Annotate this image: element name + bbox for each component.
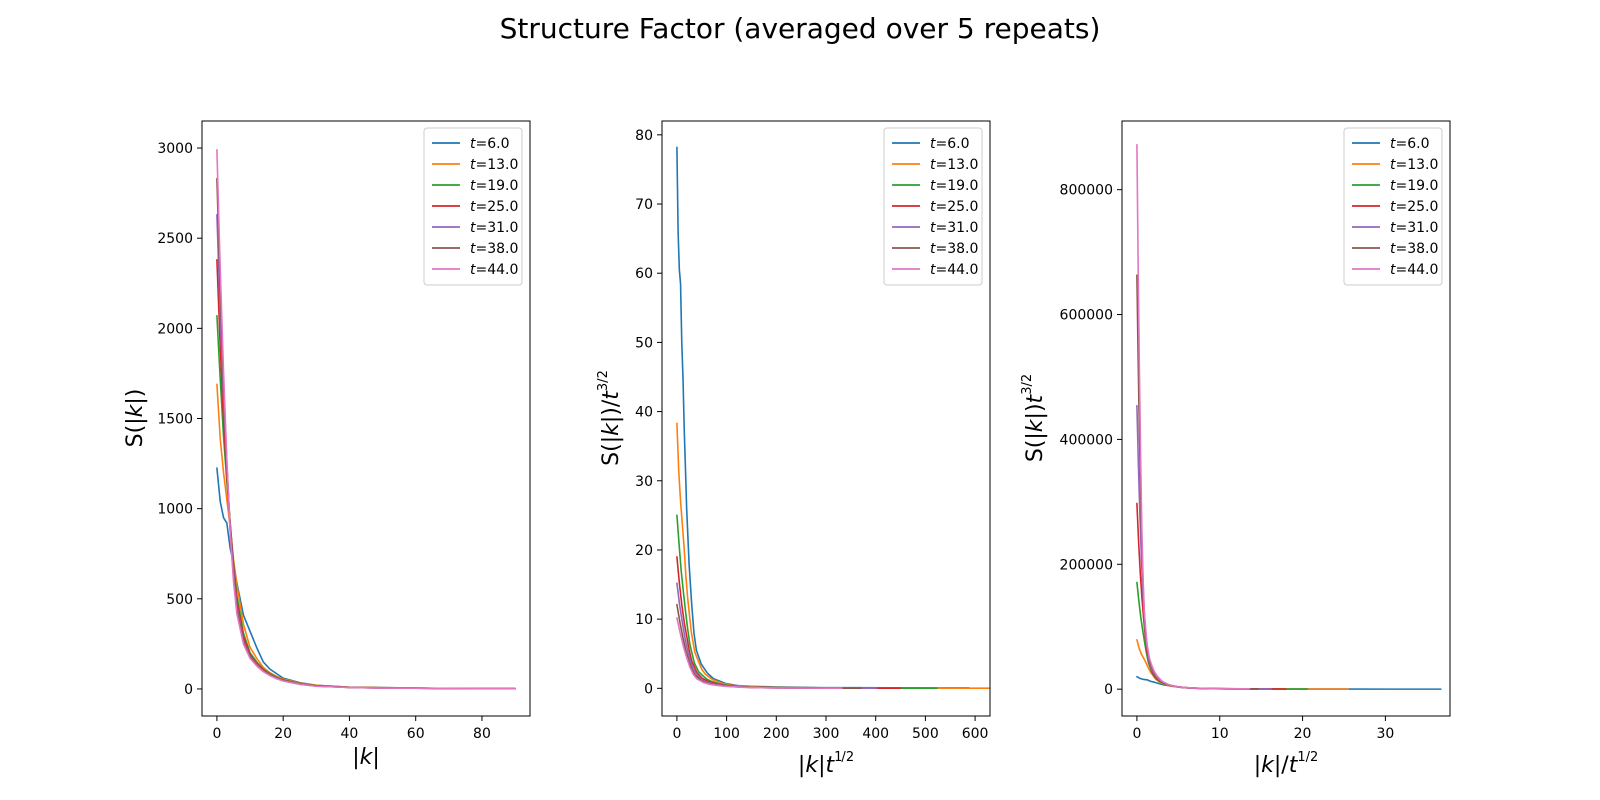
x-tick-label: 400: [862, 726, 889, 742]
subplot-2-legend: t=6.0 t=13.0 t=19.0 t=25.0 t=31.0 t=38.0 t=44.…: [883, 127, 983, 286]
y-tick-label: 2000: [157, 321, 193, 337]
legend-entry-label: t=13.0: [930, 157, 978, 173]
x-tick-label: 200: [763, 726, 790, 742]
y-tick-label: 80: [635, 128, 653, 144]
x-tick-label: 100: [713, 726, 740, 742]
figure-suptitle: Structure Factor (averaged over 5 repeat…: [500, 12, 1101, 45]
legend-entry-label: t=6.0: [930, 136, 970, 152]
legend-frame: [1343, 127, 1443, 286]
subplot-2-xlabel: |k|t1/2: [798, 750, 854, 778]
subplot-3-frame: [1121, 120, 1451, 717]
x-tick-label: 500: [912, 726, 939, 742]
x-tick-label: 0: [212, 726, 221, 742]
subplot-3-legend: t=6.0 t=13.0 t=19.0 t=25.0 t=31.0 t=38.0 t=44.…: [1343, 127, 1443, 286]
legend-entry-label: t=44.0: [930, 262, 978, 278]
subplot-1: 0 20 40 60 80 0 500 1000 1500 2000 2500 3000 |k| S(…: [123, 120, 531, 770]
legend-entry-label: t=6.0: [1390, 136, 1430, 152]
x-tick-label: 600: [962, 726, 989, 742]
x-tick-label: 40: [341, 726, 359, 742]
y-tick-label: 3000: [157, 141, 193, 157]
y-tick-label: 30: [635, 474, 653, 490]
legend-entry-label: t=6.0: [470, 136, 510, 152]
y-tick-label: 600000: [1060, 308, 1113, 324]
subplot-2-series: [676, 146, 990, 689]
y-tick-label: 40: [635, 405, 653, 421]
y-tick-label: 70: [635, 197, 653, 213]
x-tick-label: 0: [672, 726, 681, 742]
legend-entry-label: t=19.0: [1390, 178, 1438, 194]
x-tick-label: 10: [1211, 726, 1229, 742]
x-tick-label: 20: [1294, 726, 1312, 742]
legend-entry-label: t=38.0: [470, 241, 518, 257]
legend-entry-label: t=31.0: [470, 220, 518, 236]
series-line-t-44-0: [676, 616, 843, 689]
legend-entry-label: t=25.0: [930, 199, 978, 215]
x-tick-label: 60: [407, 726, 425, 742]
series-line-t-44-0: [1136, 143, 1251, 690]
legend-entry-label: t=38.0: [930, 241, 978, 257]
subplot-1-ylabel: S(|k|): [123, 389, 148, 448]
subplot-2-ylabel: S(|k|)/t3/2: [596, 370, 624, 466]
y-tick-label: 800000: [1060, 183, 1113, 199]
subplot-3-xlabel: |k|/t1/2: [1254, 750, 1319, 778]
subplot-3-ylabel: S(|k|)t3/2: [1020, 374, 1048, 462]
subplot-2: 0 100 200 300 400 500 600 0 10 20 30 40 50 60 70 80 |k|…: [596, 120, 991, 778]
y-tick-label: 2500: [157, 231, 193, 247]
y-tick-label: 400000: [1060, 432, 1113, 448]
legend-entry-label: t=44.0: [1390, 262, 1438, 278]
subplot-1-series: [216, 149, 516, 690]
subplot-1-xlabel: |k|: [352, 745, 380, 770]
y-tick-label: 10: [635, 612, 653, 628]
y-tick-label: 50: [635, 335, 653, 351]
y-tick-label: 200000: [1060, 557, 1113, 573]
legend-entry-label: t=25.0: [1390, 199, 1438, 215]
subplot-3: 0 10 20 30 0 200000 400000 600000 800000 |k|/t1/…: [1020, 120, 1451, 778]
subplot-3-series: [1136, 143, 1442, 690]
subplot-1-legend: t=6.0 t=13.0 t=19.0 t=25.0 t=31.0 t=38.0 t=44.…: [423, 127, 523, 286]
x-tick-label: 0: [1132, 726, 1141, 742]
legend-entry-label: t=19.0: [930, 178, 978, 194]
x-tick-label: 20: [274, 726, 292, 742]
y-tick-label: 1500: [157, 412, 193, 428]
y-tick-label: 20: [635, 543, 653, 559]
legend-entry-label: t=13.0: [470, 157, 518, 173]
y-tick-label: 0: [184, 682, 193, 698]
legend-entry-label: t=38.0: [1390, 241, 1438, 257]
legend-entry-label: t=44.0: [470, 262, 518, 278]
subplot-1-ticks: 0 20 40 60 80 0 500 1000 1500 2000 2500 3000: [157, 141, 491, 742]
legend-entry-label: t=25.0: [470, 199, 518, 215]
y-tick-label: 1000: [157, 502, 193, 518]
x-tick-label: 80: [473, 726, 491, 742]
legend-entry-label: t=31.0: [1390, 220, 1438, 236]
x-tick-label: 300: [813, 726, 840, 742]
y-tick-label: 500: [166, 592, 193, 608]
legend-entry-label: t=19.0: [470, 178, 518, 194]
y-tick-label: 0: [1104, 682, 1113, 698]
x-tick-label: 30: [1376, 726, 1394, 742]
subplot-2-ticks: 0 100 200 300 400 500 600 0 10 20 30 40 50 60 70 80: [635, 128, 988, 742]
y-tick-label: 0: [644, 681, 653, 697]
legend-frame: [883, 127, 983, 286]
y-tick-label: 60: [635, 266, 653, 282]
subplot-3-ticks: 0 10 20 30 0 200000 400000 600000 800000: [1060, 183, 1395, 742]
legend-frame: [423, 127, 523, 286]
legend-entry-label: t=13.0: [1390, 157, 1438, 173]
legend-entry-label: t=31.0: [930, 220, 978, 236]
series-line-t-44-0: [216, 149, 516, 690]
